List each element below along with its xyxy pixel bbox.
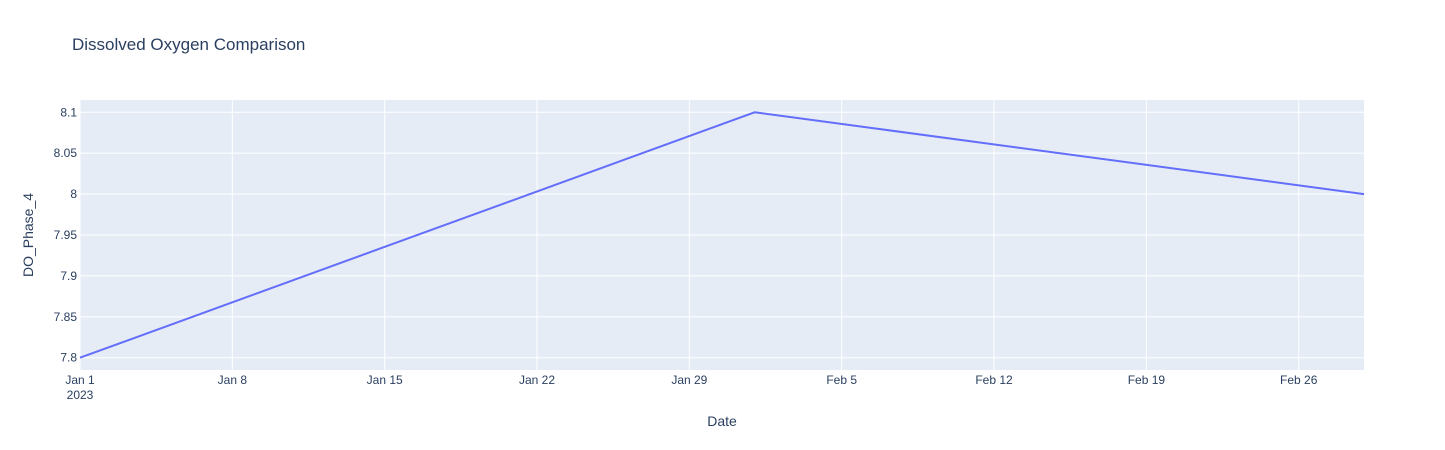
y-tick-label: 7.85 xyxy=(54,310,78,324)
x-tick-label: Jan 8 xyxy=(218,373,248,387)
y-tick-label: 8.1 xyxy=(60,105,77,119)
y-tick-label: 7.95 xyxy=(54,228,78,242)
x-tick-label: Jan 1 xyxy=(65,373,95,387)
x-tick-label: Feb 12 xyxy=(975,373,1013,387)
x-tick-label: Feb 19 xyxy=(1128,373,1166,387)
x-tick-sublabel: 2023 xyxy=(67,388,94,402)
y-tick-label: 8 xyxy=(70,187,77,201)
x-tick-label: Feb 26 xyxy=(1280,373,1318,387)
chart-title: Dissolved Oxygen Comparison xyxy=(72,35,305,54)
y-tick-label: 8.05 xyxy=(54,146,78,160)
y-axis-ticks: 7.8 7.85 7.9 7.95 8 8.05 8.1 xyxy=(54,105,78,364)
y-tick-label: 7.9 xyxy=(60,269,77,283)
grid xyxy=(79,100,1364,370)
x-tick-label: Jan 29 xyxy=(671,373,707,387)
series-layer xyxy=(79,111,1365,359)
x-axis-title: Date xyxy=(707,413,737,429)
x-tick-label: Jan 15 xyxy=(367,373,403,387)
y-axis-title: DO_Phase_4 xyxy=(20,193,36,277)
x-tick-label: Jan 22 xyxy=(519,373,555,387)
x-tick-label: Feb 5 xyxy=(826,373,857,387)
series-line xyxy=(79,111,1365,359)
y-tick-label: 7.8 xyxy=(60,351,77,365)
